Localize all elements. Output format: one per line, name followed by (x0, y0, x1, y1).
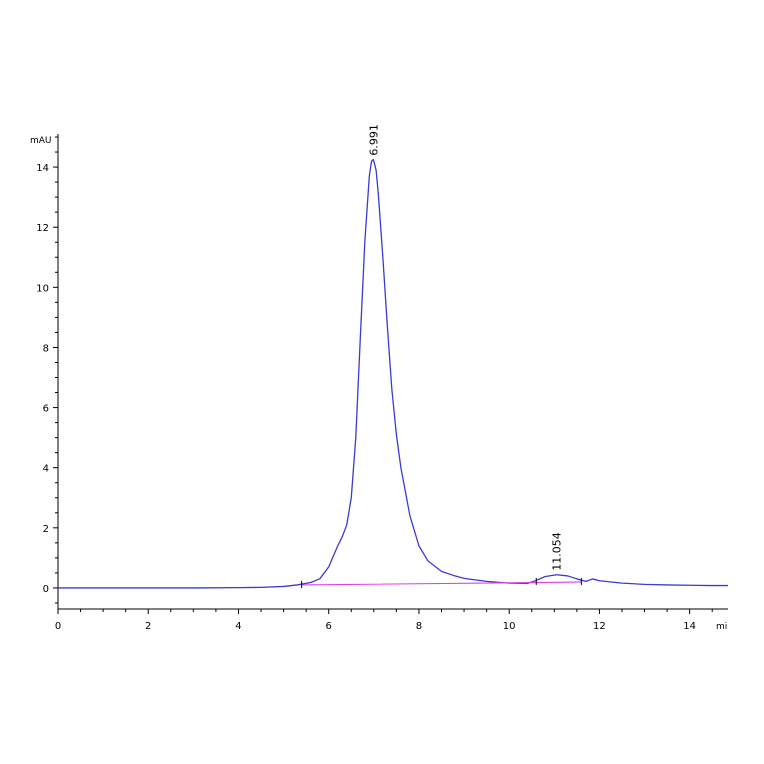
x-axis-label: mi (716, 622, 727, 632)
signal-trace (58, 158, 728, 589)
y-tick-label: 0 (43, 584, 49, 595)
y-tick-label: 10 (36, 283, 49, 294)
x-tick-label: 6 (326, 621, 332, 632)
peak-label: 6.991 (367, 124, 380, 156)
y-tick-label: 12 (36, 223, 49, 234)
y-tick-label: 14 (36, 163, 49, 174)
series-layer (58, 158, 728, 589)
y-tick-label: 6 (43, 404, 49, 415)
y-axis-label: mAU (30, 136, 52, 146)
annotation-layer: 6.991 11.054 (367, 124, 563, 571)
x-tick-label: 8 (416, 621, 422, 632)
x-tick-label: 0 (55, 621, 61, 632)
x-tick-label: 12 (593, 621, 606, 632)
x-tick-label: 14 (683, 621, 696, 632)
x-tick-label: 10 (503, 621, 516, 632)
x-tick-label: 2 (145, 621, 151, 632)
y-tick-label: 4 (43, 464, 49, 475)
x-tick-label: 4 (235, 621, 241, 632)
y-tick-label: 8 (43, 343, 49, 354)
baseline-trace (301, 581, 582, 586)
peak-label: 11.054 (551, 532, 564, 571)
axes: 0 2 4 6 8 10 12 14 0 2 4 6 8 10 12 14 (36, 134, 728, 632)
y-tick-label: 2 (43, 524, 49, 535)
